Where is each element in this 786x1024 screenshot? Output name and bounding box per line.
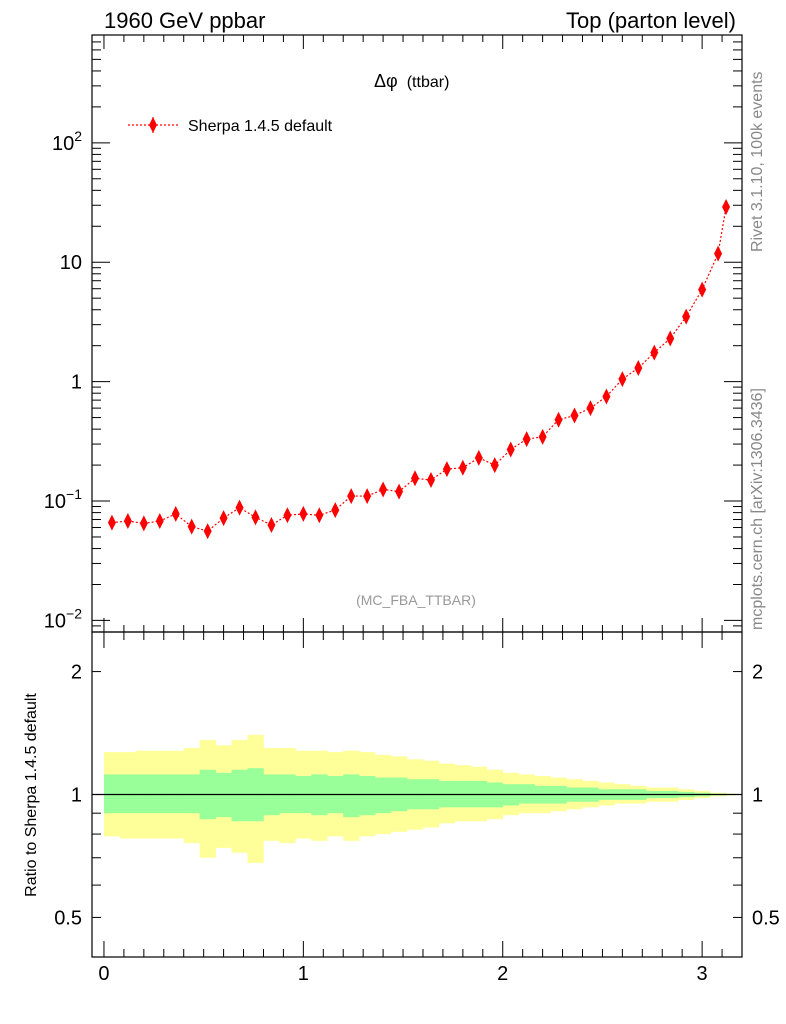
band-inner-bin bbox=[359, 775, 376, 816]
data-point bbox=[586, 400, 595, 417]
data-point bbox=[139, 515, 148, 532]
data-point bbox=[395, 483, 404, 500]
y-tick-label: 102 bbox=[52, 128, 82, 155]
data-point bbox=[426, 472, 435, 489]
data-point bbox=[219, 510, 228, 527]
data-point bbox=[682, 308, 691, 325]
data-point bbox=[363, 488, 372, 505]
data-point bbox=[347, 488, 356, 505]
ratio-ylabel: Ratio to Sherpa 1.4.5 default bbox=[23, 693, 40, 897]
data-point bbox=[714, 245, 723, 262]
ratio-y-tick-label-right: 1 bbox=[752, 785, 763, 807]
data-point bbox=[474, 449, 483, 466]
data-point bbox=[267, 516, 276, 533]
x-tick-label: 2 bbox=[497, 963, 508, 985]
data-point bbox=[602, 388, 611, 405]
chart-title-symbol: Δφ bbox=[374, 71, 398, 91]
data-point bbox=[490, 457, 499, 474]
data-point bbox=[458, 459, 467, 476]
ratio-ticks bbox=[92, 632, 742, 958]
y-tick-label-base: 10 bbox=[44, 491, 66, 513]
y-tick-label-exponent: −2 bbox=[66, 605, 82, 621]
data-point bbox=[650, 344, 659, 361]
data-point bbox=[538, 428, 547, 445]
main-y-ticks bbox=[92, 34, 742, 633]
ratio-frame bbox=[91, 631, 743, 958]
data-point bbox=[251, 509, 260, 526]
band-inner-bin bbox=[167, 774, 185, 814]
data-point bbox=[618, 371, 627, 388]
process-label: Top (parton level) bbox=[566, 8, 736, 33]
ratio-y-tick-label-left: 0.5 bbox=[54, 907, 82, 929]
data-point bbox=[722, 199, 731, 216]
data-point bbox=[123, 513, 132, 530]
data-point bbox=[283, 507, 292, 524]
ratio-y-tick-label-left: 2 bbox=[71, 662, 82, 684]
band-inner-bin bbox=[135, 774, 153, 814]
data-point bbox=[203, 523, 212, 540]
band-inner-bin bbox=[119, 774, 137, 814]
data-point bbox=[506, 441, 515, 458]
mcplots-label: mcplots.cern.ch [arXiv:1306.3436] bbox=[749, 388, 766, 630]
ratio-panel: 0.5 0.5 1 1 2 2 0 1 2 3 Ratio to Sherpa 1.4.5 def… bbox=[23, 631, 780, 985]
chart-title-rest: (ttbar) bbox=[407, 74, 450, 91]
y-tick-label: 10 bbox=[60, 252, 82, 274]
beam-label: 1960 GeV ppbar bbox=[104, 8, 265, 33]
analysis-tag: (MC_FBA_TTBAR) bbox=[356, 592, 476, 608]
y-tick-label-base: 1 bbox=[71, 372, 82, 394]
band-inner-bin bbox=[231, 769, 248, 822]
y-tick-label: 10−2 bbox=[44, 605, 82, 632]
y-tick-label-base: 10 bbox=[60, 252, 82, 274]
band-inner-bin bbox=[279, 774, 296, 814]
data-point bbox=[666, 330, 675, 347]
x-tick-label: 3 bbox=[697, 963, 708, 985]
data-point bbox=[155, 513, 164, 530]
ratio-y-tick-label-right: 2 bbox=[752, 662, 763, 684]
legend-marker bbox=[149, 117, 157, 133]
data-point bbox=[187, 518, 196, 535]
legend-label: Sherpa 1.4.5 default bbox=[188, 118, 333, 135]
legend: Sherpa 1.4.5 default bbox=[128, 117, 333, 135]
data-point bbox=[379, 481, 388, 498]
y-tick-label: 1 bbox=[71, 372, 82, 394]
data-point bbox=[554, 411, 563, 428]
band-inner-bin bbox=[103, 774, 121, 814]
ratio-bands bbox=[103, 734, 735, 863]
data-point bbox=[171, 505, 180, 522]
y-tick-label-base: 10 bbox=[52, 133, 74, 155]
data-point bbox=[315, 507, 324, 524]
x-tick-label: 1 bbox=[298, 963, 309, 985]
band-inner-bin bbox=[343, 774, 360, 818]
y-tick-label-base: 10 bbox=[44, 610, 66, 632]
chart-title: Δφ (ttbar) bbox=[374, 71, 449, 91]
data-point bbox=[634, 360, 643, 377]
band-inner-bin bbox=[518, 784, 535, 804]
y-tick-label: 10−1 bbox=[44, 486, 82, 513]
ratio-y-tick-label-left: 1 bbox=[71, 785, 82, 807]
x-tick-label: 0 bbox=[98, 963, 109, 985]
data-point bbox=[299, 505, 308, 522]
band-inner-bin bbox=[183, 774, 200, 814]
ratio-y-tick-label-right: 0.5 bbox=[752, 907, 780, 929]
data-point bbox=[331, 502, 340, 519]
y-tick-label-exponent: 2 bbox=[74, 128, 82, 144]
data-point bbox=[235, 499, 244, 516]
band-inner-bin bbox=[375, 777, 392, 814]
data-point bbox=[698, 281, 707, 298]
series-sherpa bbox=[107, 199, 731, 540]
data-point bbox=[570, 407, 579, 424]
band-inner-bin bbox=[151, 774, 169, 814]
data-point bbox=[522, 431, 531, 448]
ratio-tick-labels: 0.5 0.5 1 1 2 2 0 1 2 3 bbox=[54, 662, 780, 985]
rivet-label: Rivet 3.1.10, 100k events bbox=[749, 71, 766, 252]
data-point bbox=[442, 461, 451, 478]
data-point bbox=[411, 470, 420, 487]
y-tick-label-exponent: −1 bbox=[66, 486, 82, 502]
series-line bbox=[111, 206, 727, 532]
data-point bbox=[107, 514, 116, 531]
